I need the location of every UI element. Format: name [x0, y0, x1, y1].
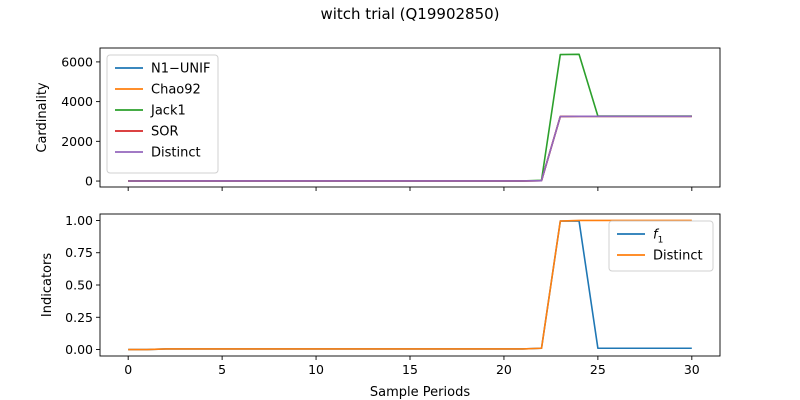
- cardinality-panel: 0 2000 4000 6000 Cardinality N1−UNIF Chao92 Jac…: [35, 47, 721, 191]
- y-tick-label: 0: [85, 174, 93, 189]
- legend: N1−UNIF Chao92 Jack1 SOR Distinct: [106, 54, 219, 174]
- legend-label: Chao92: [151, 83, 201, 98]
- y-axis-label: Cardinality: [35, 82, 50, 153]
- y-tick-label: 0.00: [65, 342, 93, 357]
- x-tick-label: 25: [590, 362, 606, 377]
- x-tick-label: 10: [308, 362, 324, 377]
- series-line-1-0: [128, 220, 692, 351]
- y-tick-label: 0.75: [65, 245, 93, 260]
- legend-label: Jack1: [150, 104, 186, 119]
- legend-label: N1−UNIF: [151, 62, 210, 77]
- series-line-0-4: [128, 115, 692, 182]
- y-tick-label: 4000: [61, 94, 93, 109]
- legend-label: f1: [653, 228, 663, 246]
- x-tick-label: 15: [402, 362, 418, 377]
- legend: f1 Distinct: [608, 220, 714, 272]
- x-axis-label: Sample Periods: [370, 385, 470, 400]
- y-tick-label: 1.00: [65, 213, 93, 228]
- series-line-1-1: [128, 219, 692, 351]
- legend-label: Distinct: [653, 249, 703, 264]
- x-tick-label: 0: [124, 362, 132, 377]
- y-tick-label: 0.25: [65, 310, 93, 325]
- x-tick-label: 20: [496, 362, 512, 377]
- y-tick-label: 6000: [61, 54, 93, 69]
- indicators-panel: 0 5 10 15 20 25 30 0.00 0.25 0.50 0.75 1.00 Indicato…: [40, 213, 721, 400]
- y-tick-label: 0.50: [65, 278, 93, 293]
- y-tick-label: 2000: [61, 134, 93, 149]
- y-axis-label: Indicators: [40, 253, 55, 317]
- figure-title: witch trial (Q19902850): [320, 5, 499, 23]
- x-tick-label: 5: [218, 362, 226, 377]
- legend-label: SOR: [151, 125, 179, 140]
- x-tick-label: 30: [684, 362, 700, 377]
- legend-label: Distinct: [151, 146, 201, 161]
